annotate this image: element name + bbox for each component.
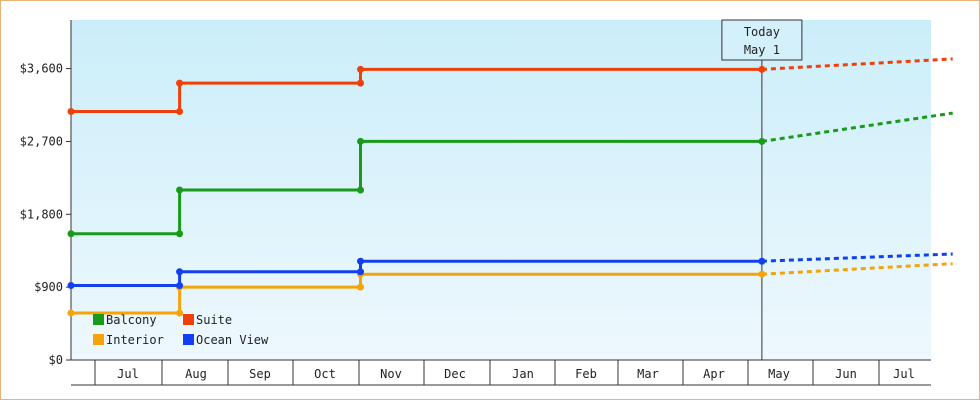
- data-point-suite: [176, 79, 184, 87]
- data-point-interior: [357, 283, 365, 291]
- x-tick-label: Aug: [185, 367, 207, 381]
- x-tick-label: May: [768, 367, 790, 381]
- today-label-line2: May 1: [744, 43, 780, 57]
- series-line-balcony: [71, 139, 762, 236]
- x-tick-label: Nov: [380, 367, 402, 381]
- series-balcony: [67, 111, 953, 238]
- series-suite: [67, 57, 953, 115]
- data-point-ocean-view: [176, 282, 184, 290]
- y-tick-label: $3,600: [20, 62, 63, 76]
- data-point-interior: [67, 309, 75, 317]
- legend-swatch-balcony: [93, 314, 104, 325]
- data-point-balcony: [357, 137, 365, 145]
- legend-label-balcony: Balcony: [106, 313, 157, 327]
- data-point-balcony: [357, 186, 365, 194]
- x-tick-label: Feb: [575, 367, 597, 381]
- series-forecast-ocean-view: [761, 252, 953, 263]
- legend-label-ocean-view: Ocean View: [196, 333, 269, 347]
- legend-label-suite: Suite: [196, 313, 232, 327]
- series-forecast-suite: [761, 57, 953, 71]
- data-point-suite: [67, 107, 75, 115]
- data-point-balcony: [758, 137, 766, 145]
- series-ocean-view: [67, 252, 953, 290]
- data-point-ocean-view: [357, 257, 365, 265]
- series-line-suite: [71, 67, 762, 113]
- x-tick-label: Mar: [637, 367, 659, 381]
- data-point-suite: [176, 107, 184, 115]
- x-tick-label: Jun: [835, 367, 857, 381]
- x-tick-label: Jul: [893, 367, 915, 381]
- data-point-ocean-view: [357, 268, 365, 276]
- x-tick-label: Apr: [703, 367, 725, 381]
- x-tick-label: Jul: [117, 367, 139, 381]
- y-tick-label: $0: [49, 353, 63, 367]
- data-point-balcony: [176, 186, 184, 194]
- data-point-ocean-view: [758, 257, 766, 265]
- y-tick-label: $1,800: [20, 207, 63, 221]
- data-point-interior: [758, 270, 766, 278]
- x-tick-label: Sep: [249, 367, 271, 381]
- x-tick-label: Oct: [314, 367, 336, 381]
- data-point-suite: [357, 65, 365, 73]
- today-marker: Today May 1: [721, 19, 803, 360]
- today-box: [721, 19, 803, 61]
- y-axis: $0 $900 $1,800 $2,700 $3,600: [20, 20, 72, 367]
- y-tick-label: $2,700: [20, 134, 63, 148]
- legend-swatch-suite: [183, 314, 194, 325]
- today-label-line1: Today: [744, 25, 780, 39]
- series-line-interior: [71, 272, 762, 315]
- data-point-interior: [176, 309, 184, 317]
- data-point-suite: [357, 79, 365, 87]
- series-line-ocean-view: [71, 259, 762, 287]
- series-forecast-interior: [761, 262, 953, 276]
- data-point-ocean-view: [176, 268, 184, 276]
- x-tick-label: Jan: [512, 367, 534, 381]
- data-point-balcony: [67, 230, 75, 238]
- legend-label-interior: Interior: [106, 333, 164, 347]
- x-axis: Jul Aug Sep Oct Nov Dec Jan Feb Mar Apr May Jun Jul: [71, 359, 931, 386]
- data-point-ocean-view: [67, 282, 75, 290]
- legend-swatch-interior: [93, 334, 104, 345]
- y-tick-label: $900: [34, 280, 63, 294]
- legend-swatch-ocean-view: [183, 334, 194, 345]
- legend: Balcony Suite Interior Ocean View: [93, 313, 269, 347]
- data-point-suite: [758, 65, 766, 73]
- series-group: [67, 57, 953, 317]
- data-point-balcony: [176, 230, 184, 238]
- x-tick-label: Dec: [444, 367, 466, 381]
